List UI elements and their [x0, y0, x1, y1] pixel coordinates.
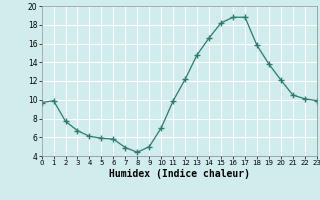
X-axis label: Humidex (Indice chaleur): Humidex (Indice chaleur) [109, 169, 250, 179]
